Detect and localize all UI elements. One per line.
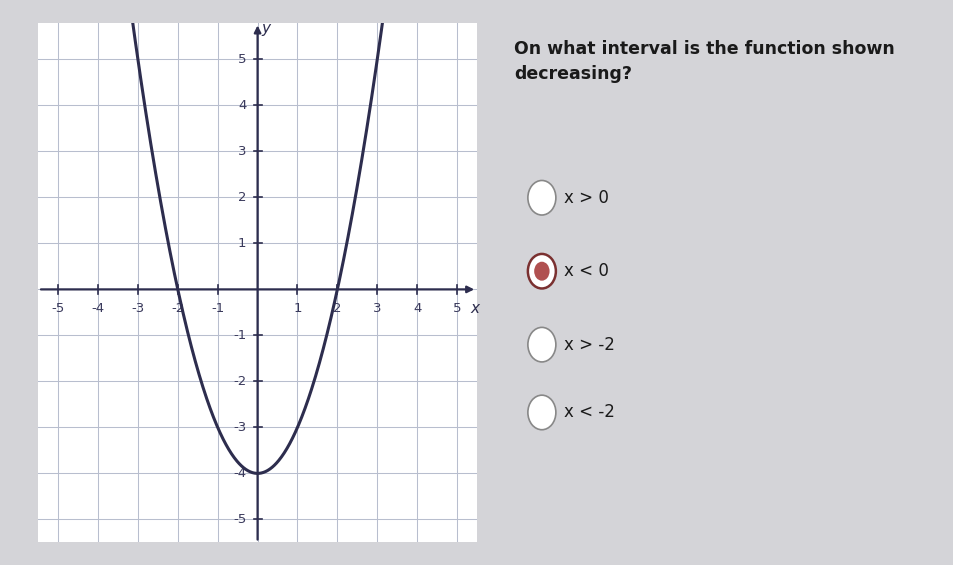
Text: 1: 1 xyxy=(293,302,301,315)
Text: -5: -5 xyxy=(233,513,246,526)
Circle shape xyxy=(527,395,556,430)
Text: y: y xyxy=(261,20,271,36)
Text: -1: -1 xyxy=(233,329,246,342)
Text: x > -2: x > -2 xyxy=(563,336,615,354)
Text: 1: 1 xyxy=(237,237,246,250)
Text: -1: -1 xyxy=(211,302,224,315)
Text: -2: -2 xyxy=(171,302,184,315)
Text: -2: -2 xyxy=(233,375,246,388)
Text: 2: 2 xyxy=(333,302,341,315)
Text: 2: 2 xyxy=(237,191,246,204)
Circle shape xyxy=(527,180,556,215)
Text: 4: 4 xyxy=(413,302,421,315)
Circle shape xyxy=(527,254,556,289)
Text: -3: -3 xyxy=(233,421,246,434)
Text: x: x xyxy=(470,301,479,316)
Text: -4: -4 xyxy=(91,302,105,315)
Text: 4: 4 xyxy=(238,99,246,112)
Text: 3: 3 xyxy=(373,302,381,315)
Circle shape xyxy=(527,327,556,362)
Circle shape xyxy=(534,262,549,281)
Text: -3: -3 xyxy=(132,302,144,315)
Text: 5: 5 xyxy=(237,53,246,66)
Text: -4: -4 xyxy=(233,467,246,480)
Text: x < -2: x < -2 xyxy=(563,403,615,421)
Text: x > 0: x > 0 xyxy=(563,189,609,207)
Text: 5: 5 xyxy=(453,302,461,315)
Text: 3: 3 xyxy=(237,145,246,158)
Text: x < 0: x < 0 xyxy=(563,262,609,280)
Text: On what interval is the function shown
decreasing?: On what interval is the function shown d… xyxy=(514,40,894,82)
Text: -5: -5 xyxy=(51,302,65,315)
